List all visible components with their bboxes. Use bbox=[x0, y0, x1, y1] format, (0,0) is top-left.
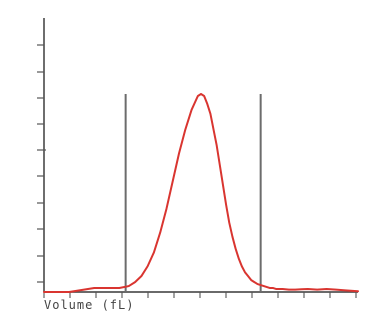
ticks-layer bbox=[37, 44, 357, 298]
x-axis-label: Volume (fL) bbox=[44, 298, 135, 312]
distribution-curve bbox=[43, 93, 359, 293]
